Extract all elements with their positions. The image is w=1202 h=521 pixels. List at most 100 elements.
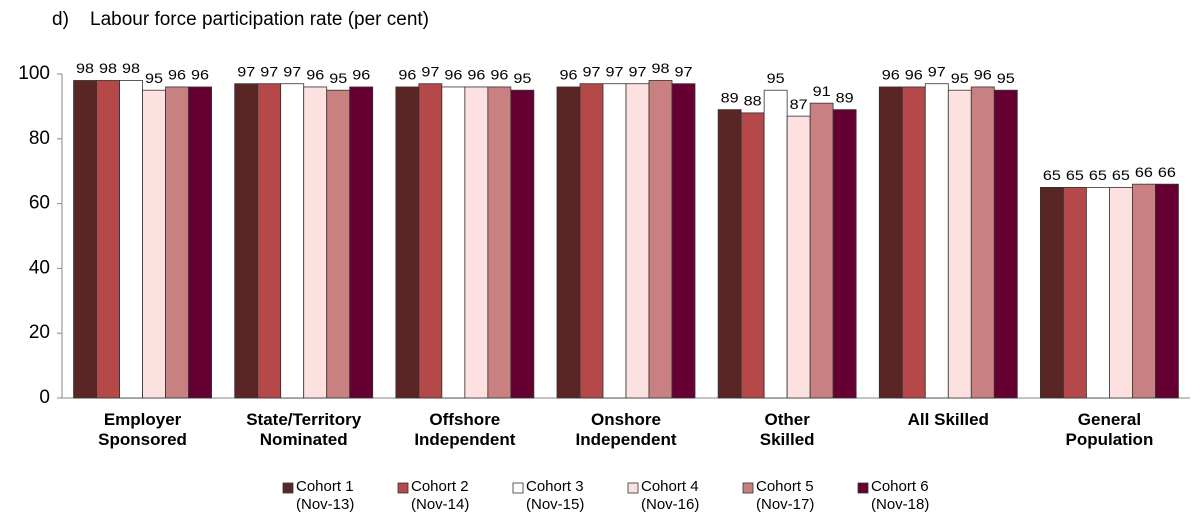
bar: [119, 80, 143, 399]
value-label: 95: [513, 70, 531, 86]
y-tick-label: 60: [29, 193, 50, 214]
bar: [280, 83, 305, 399]
bar: [671, 83, 696, 399]
legend-label: Cohort 1 (Nov-13): [296, 478, 355, 513]
bar: [717, 109, 742, 399]
value-label: 96: [882, 67, 900, 83]
value-label: 96: [168, 67, 186, 83]
value-label: 95: [767, 70, 785, 86]
value-label: 96: [974, 67, 992, 83]
bar: [625, 83, 650, 399]
bar: [1155, 183, 1179, 399]
bar: [993, 89, 1018, 399]
bar: [326, 89, 351, 399]
legend-swatch: [627, 482, 639, 494]
value-label: 97: [583, 63, 601, 79]
value-label: 97: [237, 63, 255, 79]
value-label: 87: [790, 96, 808, 112]
value-label: 65: [1066, 167, 1084, 183]
value-label: 96: [467, 67, 485, 83]
legend-swatch: [742, 482, 754, 494]
bar: [395, 86, 420, 399]
chart-title: Labour force participation rate (per cen…: [90, 9, 429, 30]
y-tick-label: 40: [29, 257, 50, 278]
value-label: 96: [306, 67, 324, 83]
bar: [303, 86, 328, 399]
bar: [947, 89, 972, 399]
bar: [556, 86, 581, 399]
value-label: 96: [490, 67, 508, 83]
bar: [602, 83, 627, 399]
bar: [970, 86, 995, 399]
bar: [464, 86, 489, 399]
value-label: 89: [836, 89, 854, 105]
bar: [809, 102, 834, 399]
bar: [1109, 186, 1133, 399]
bar: [142, 89, 166, 399]
y-tick-label: 0: [39, 387, 50, 408]
bar: [234, 83, 259, 399]
bar: [786, 115, 811, 399]
value-label: 96: [191, 67, 209, 83]
x-tick-label: Offshore Independent: [414, 410, 516, 450]
legend-label: Cohort 6 (Nov-18): [871, 478, 930, 513]
value-label: 95: [997, 70, 1015, 86]
bar: [878, 86, 903, 399]
legend-swatch: [397, 482, 409, 494]
bar: [441, 86, 466, 399]
x-tick-label: Other Skilled: [759, 410, 815, 450]
value-label: 97: [928, 63, 946, 79]
value-label: 66: [1135, 164, 1153, 180]
value-label: 66: [1158, 164, 1176, 180]
x-tick-label: General Population: [1065, 410, 1154, 450]
value-label: 95: [329, 70, 347, 86]
value-label: 98: [122, 60, 140, 76]
legend-swatch: [512, 482, 524, 494]
legend-label: Cohort 4 (Nov-16): [641, 478, 700, 513]
bar: [165, 86, 189, 399]
value-label: 91: [813, 83, 831, 99]
legend-label: Cohort 3 (Nov-15): [526, 478, 585, 513]
value-label: 95: [145, 70, 163, 86]
bar: [1132, 183, 1156, 399]
value-label: 95: [951, 70, 969, 86]
x-tick-label: Onshore Independent: [575, 410, 677, 450]
bar: [579, 83, 604, 399]
bar: [740, 112, 765, 399]
value-label: 98: [76, 60, 94, 76]
y-tick-label: 80: [29, 128, 50, 149]
value-label: 89: [721, 89, 739, 105]
legend-label: Cohort 5 (Nov-17): [756, 478, 815, 513]
bar: [418, 83, 443, 399]
y-tick-label: 100: [18, 63, 50, 84]
bar: [1063, 186, 1087, 399]
value-label: 96: [352, 67, 370, 83]
bar: [188, 86, 212, 399]
value-label: 88: [744, 93, 762, 109]
value-label: 65: [1089, 167, 1107, 183]
bar: [763, 89, 788, 399]
x-tick-label: All Skilled: [907, 410, 989, 429]
bar: [73, 80, 97, 399]
value-label: 96: [444, 67, 462, 83]
value-label: 65: [1112, 167, 1130, 183]
legend-label: Cohort 2 (Nov-14): [411, 478, 470, 513]
bar: [487, 86, 512, 399]
x-tick-label: State/Territory Nominated: [246, 410, 362, 450]
value-label: 97: [283, 63, 301, 79]
value-label: 98: [99, 60, 117, 76]
bar: [349, 86, 374, 399]
x-tick-label: Employer Sponsored: [98, 410, 187, 450]
value-label: 97: [675, 63, 693, 79]
legend-swatch: [282, 482, 294, 494]
value-label: 97: [260, 63, 278, 79]
value-label: 97: [606, 63, 624, 79]
value-label: 96: [398, 67, 416, 83]
bar: [832, 109, 857, 399]
y-tick-label: 20: [29, 322, 50, 343]
bar: [1086, 186, 1110, 399]
value-label: 65: [1043, 167, 1061, 183]
bar: [257, 83, 282, 399]
